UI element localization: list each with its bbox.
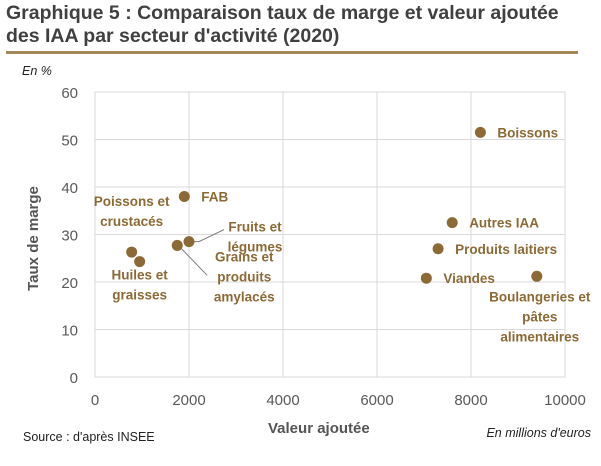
point-label: Grains et produits amylacés <box>214 249 275 304</box>
source-note: Source : d'après INSEE <box>23 430 155 444</box>
data-point <box>171 239 183 251</box>
data-point <box>474 126 486 138</box>
point-label: Boissons <box>497 125 558 140</box>
data-point <box>420 272 432 284</box>
leader-line <box>189 229 225 243</box>
y-axis-title: Taux de marge <box>25 186 42 291</box>
data-point <box>178 191 190 202</box>
y-tick-label: 20 <box>61 275 78 292</box>
x-axis-title: Valeur ajoutée <box>268 420 370 437</box>
x-tick-label: 10000 <box>544 392 586 409</box>
chart-title: Graphique 5 : Comparaison taux de marge … <box>6 2 559 47</box>
point-label: Huiles et graisses <box>112 268 169 303</box>
y-unit-label: En % <box>22 64 52 78</box>
y-tick-label: 30 <box>61 228 78 245</box>
x-tick-label: 8000 <box>454 392 487 409</box>
data-point <box>183 236 195 248</box>
x-tick-label: 2000 <box>172 392 205 409</box>
y-tick-label: 50 <box>61 133 78 150</box>
y-tick-label: 10 <box>61 323 78 340</box>
y-tick-label: 40 <box>61 180 78 197</box>
title-underline <box>6 51 578 54</box>
y-tick-label: 60 <box>61 85 78 102</box>
data-point <box>531 270 543 282</box>
point-label: Viandes <box>443 271 495 286</box>
point-label: FAB <box>201 190 228 205</box>
data-point <box>126 246 138 258</box>
x-tick-label: 6000 <box>360 392 393 409</box>
point-label: Produits laitiers <box>455 242 557 257</box>
data-point <box>432 243 444 255</box>
x-tick-label: 4000 <box>266 392 299 409</box>
point-label: Autres IAA <box>469 216 539 231</box>
y-tick-label: 0 <box>70 370 78 387</box>
x-unit-label: En millions d'euros <box>486 426 591 440</box>
leader-line <box>176 245 208 276</box>
point-label: Poissons et crustacés <box>94 194 170 229</box>
point-label: Boulangeries et pâtes alimentaires <box>489 289 591 344</box>
data-point <box>446 217 458 229</box>
x-tick-label: 0 <box>91 392 99 409</box>
data-point <box>134 256 146 268</box>
point-label: Fruits et légumes <box>228 220 283 255</box>
